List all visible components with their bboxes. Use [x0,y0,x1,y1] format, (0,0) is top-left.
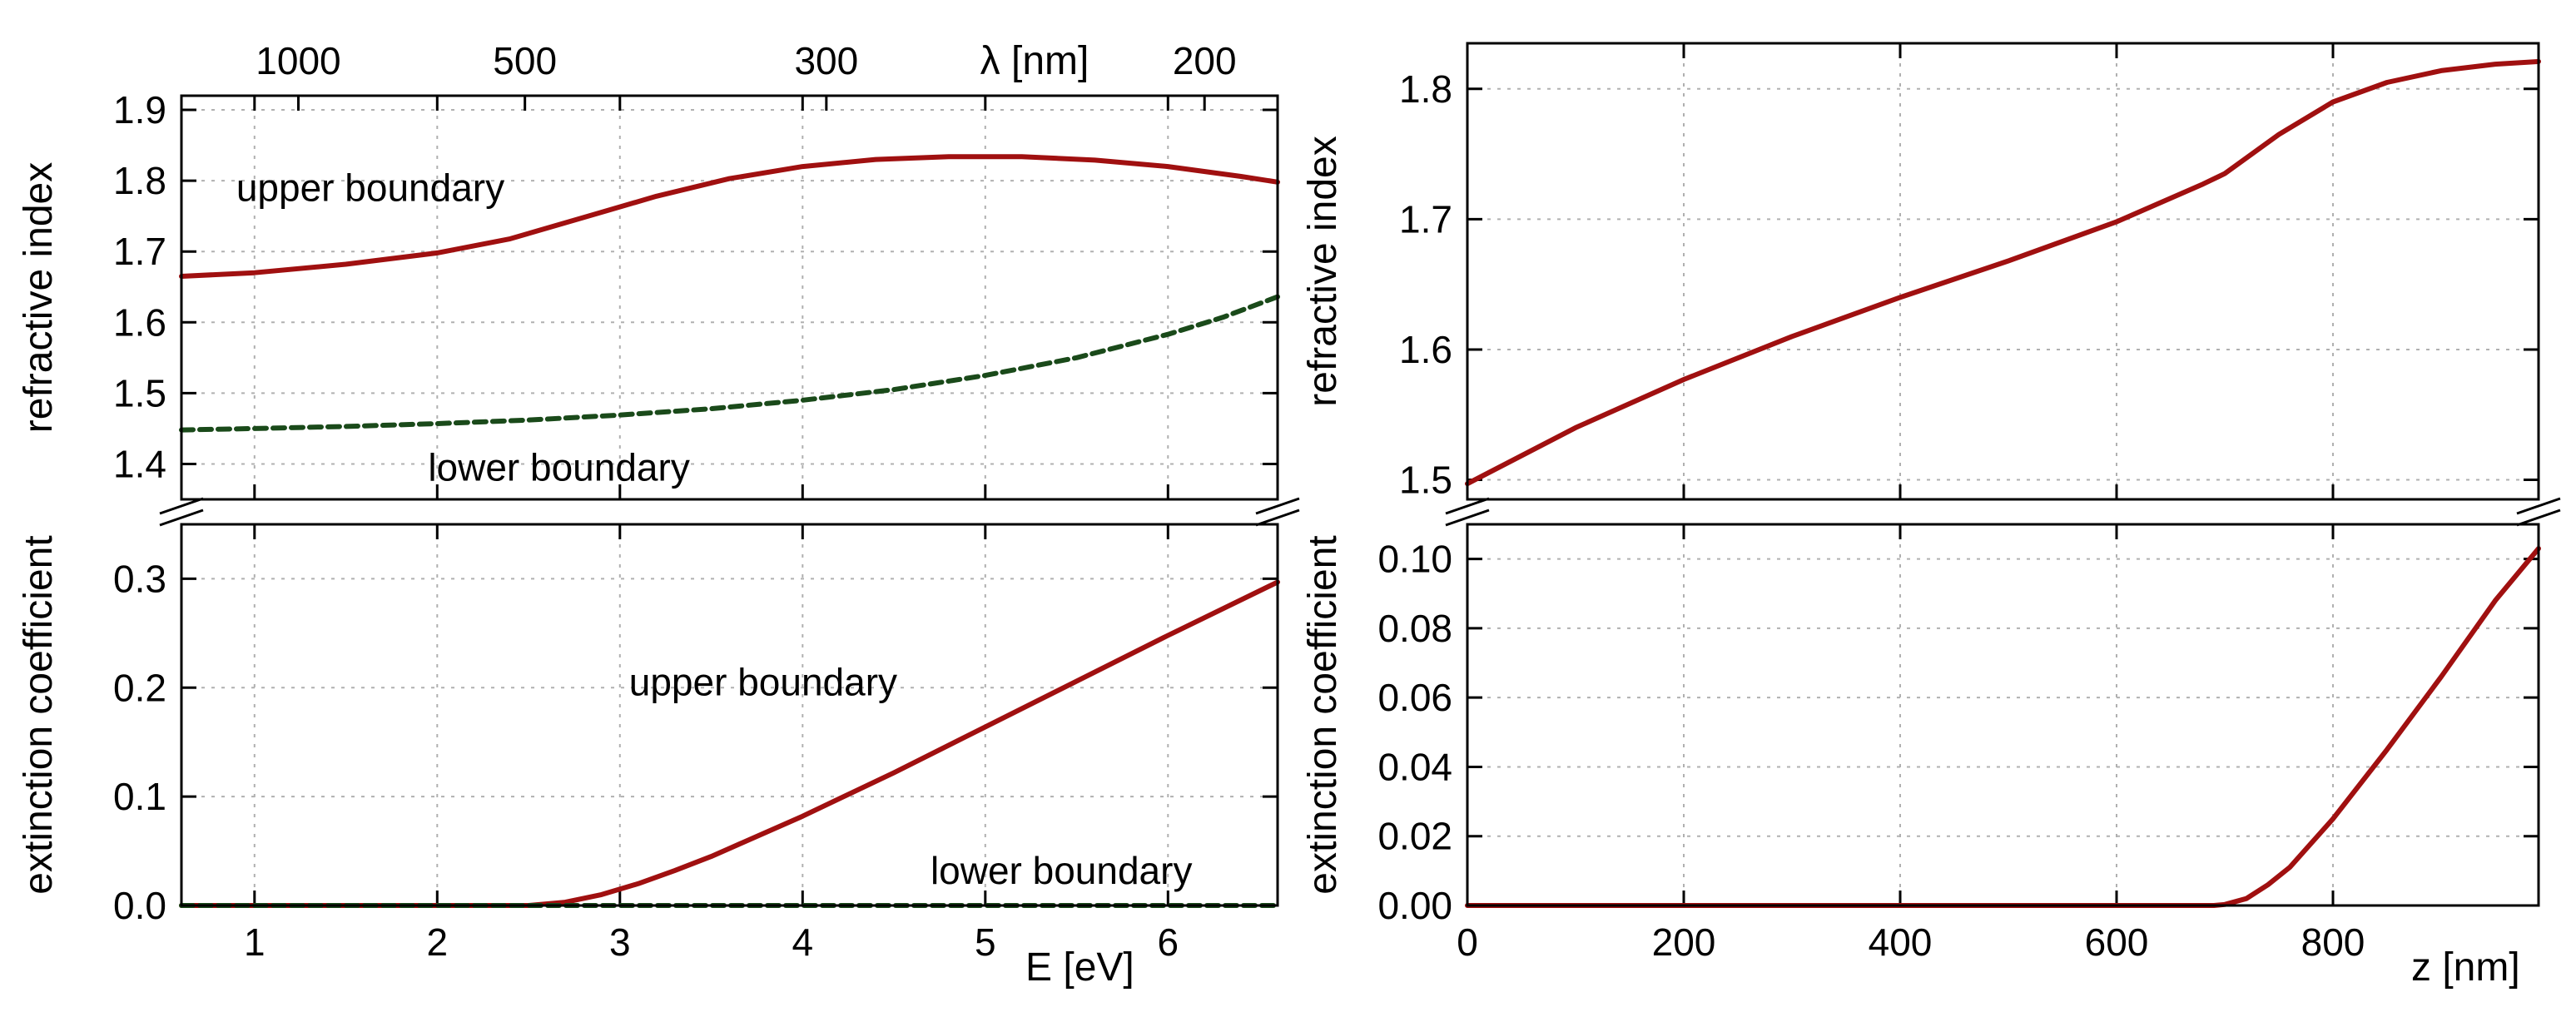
axis-break-mark [1255,497,1300,515]
x-tick-label: 200 [1652,920,1716,964]
x-tick-label: 2 [427,920,449,964]
axis-break-mark [1445,509,1490,527]
x-tick-label: 800 [2301,920,2365,964]
y-tick-label: 1.7 [113,230,166,273]
plot-frame [1466,42,2540,501]
refractive-panel: 1.4 1.5 1.6 1.7 1.8 1.9 upper boundary lower bo… [17,88,1280,501]
top-tick-label: 300 [794,39,858,82]
x-tick-label: 0 [1457,920,1478,964]
y-axis-label: refractive index [17,162,61,433]
y-tick-label: 1.6 [1399,328,1452,371]
y-tick-label: 1.9 [113,88,166,131]
x-tick-label: 400 [1869,920,1933,964]
y-tick-label: 0.02 [1377,815,1452,858]
plot-frame [180,523,1279,907]
x-tick-label: 5 [975,920,996,964]
upper-boundary-series-line [179,154,1280,279]
right-chart: 1.5 1.6 1.7 1.8 refractive index 0.00 0.02 0.04… [1301,42,2561,990]
axis-break-mark [1255,509,1300,527]
y-tick-label: 1.8 [113,159,166,202]
annotation-label: upper boundary [236,166,504,210]
y-tick-label: 0.06 [1377,676,1452,719]
x-tick-label: 600 [2085,920,2149,964]
x-tick-label: 1 [244,920,266,964]
plot-frame [180,94,1279,501]
y-tick-label: 1.5 [113,371,166,414]
y-tick-label: 0.2 [113,666,166,709]
axis-break-mark [159,497,204,515]
y-tick-label: 1.7 [1399,197,1452,241]
y-tick-label: 0.0 [113,884,166,927]
y-tick-label: 0.10 [1377,538,1452,581]
lower-boundary-series-line [179,294,1280,433]
axis-break-mark [2516,497,2561,515]
y-tick-label: 0.08 [1377,607,1452,650]
y-tick-label: 1.4 [113,442,166,485]
y-tick-label: 0.1 [113,775,166,818]
axis-break-mark [159,509,204,527]
top-tick-label: 500 [493,39,557,82]
y-axis-label: extinction coefficient [1301,535,1345,894]
annotation-label: upper boundary [629,661,897,704]
x-tick-label: 6 [1158,920,1179,964]
y-tick-label: 1.6 [113,300,166,344]
top-tick-label: 1000 [256,39,340,82]
extinction-panel: 0.0 0.1 0.2 0.3 upper boundary lower boundary… [17,523,1280,927]
annotation-label: lower boundary [931,849,1193,892]
y-tick-label: 0.04 [1377,745,1452,788]
left-chart: 1.4 1.5 1.6 1.7 1.8 1.9 upper boundary lower bo… [17,39,1300,990]
y-tick-label: 1.5 [1399,459,1452,502]
y-axis-label: extinction coefficient [17,535,61,894]
extinction-panel: 0.00 0.02 0.04 0.06 0.08 0.10 extinction coeff… [1301,523,2541,927]
y-tick-label: 0.3 [113,557,166,600]
profile-series-line [1465,58,2541,487]
x-tick-label: 4 [792,920,814,964]
plot-frame [1466,523,2540,907]
x-axis-label: E [eV] [1025,945,1134,990]
profile-series-line [1465,546,2541,908]
axis-break-mark [1445,497,1490,515]
x-axis-label: z [nm] [2411,945,2520,990]
axis-break-mark [2516,509,2561,527]
y-tick-label: 1.8 [1399,67,1452,111]
y-axis-label: refractive index [1301,136,1345,406]
y-tick-label: 0.00 [1377,884,1452,927]
top-axis-label: λ [nm] [980,39,1089,83]
annotation-label: lower boundary [428,446,690,489]
refractive-panel: 1.5 1.6 1.7 1.8 refractive index [1301,42,2541,502]
top-tick-label: 200 [1173,39,1237,82]
x-tick-label: 3 [609,920,631,964]
